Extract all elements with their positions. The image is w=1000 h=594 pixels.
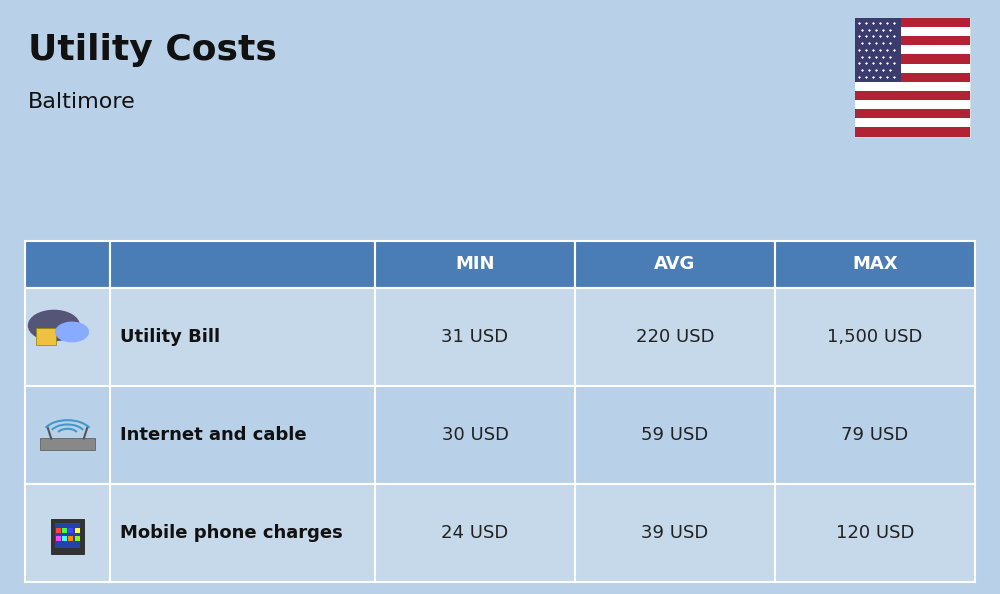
Bar [855, 128, 970, 137]
Bar [855, 45, 970, 55]
Bar [25, 289, 110, 386]
Bar [110, 241, 375, 289]
Text: Utility Costs: Utility Costs [28, 33, 277, 67]
Bar [375, 484, 575, 582]
Bar [855, 100, 970, 109]
Bar [855, 55, 970, 64]
Bar [775, 386, 975, 484]
Bar [375, 289, 575, 386]
Bar [25, 241, 110, 289]
Bar [68, 536, 73, 541]
Bar [110, 386, 375, 484]
Bar [775, 241, 975, 289]
Text: Utility Bill: Utility Bill [120, 328, 220, 346]
Bar [110, 484, 375, 582]
Text: 39 USD: 39 USD [641, 524, 709, 542]
Bar [36, 328, 56, 346]
Bar [375, 241, 575, 289]
Text: Baltimore: Baltimore [28, 92, 136, 112]
Bar [68, 528, 73, 533]
Bar [855, 18, 970, 27]
Bar [62, 536, 67, 541]
Bar [62, 528, 67, 533]
Circle shape [29, 311, 79, 340]
Text: 79 USD: 79 USD [841, 426, 909, 444]
Bar [51, 519, 84, 554]
Bar [775, 484, 975, 582]
Text: MAX: MAX [852, 255, 898, 273]
Text: Mobile phone charges: Mobile phone charges [120, 524, 343, 542]
Bar [855, 91, 970, 100]
Circle shape [56, 323, 88, 342]
Bar [56, 536, 61, 541]
Bar [855, 64, 970, 72]
Bar [855, 18, 901, 82]
Text: 30 USD: 30 USD [442, 426, 509, 444]
Text: 1,500 USD: 1,500 USD [827, 328, 923, 346]
Bar [575, 289, 775, 386]
Bar [855, 27, 970, 36]
Bar [575, 484, 775, 582]
Bar [855, 72, 970, 82]
Text: 24 USD: 24 USD [441, 524, 509, 542]
Bar [75, 528, 80, 533]
Bar [40, 438, 95, 450]
Text: 59 USD: 59 USD [641, 426, 709, 444]
Text: AVG: AVG [654, 255, 696, 273]
Bar [25, 484, 110, 582]
Bar [55, 523, 80, 548]
Text: 31 USD: 31 USD [441, 328, 509, 346]
Text: MIN: MIN [455, 255, 495, 273]
Bar [855, 82, 970, 91]
Text: 220 USD: 220 USD [636, 328, 714, 346]
Bar [575, 386, 775, 484]
Bar [75, 536, 80, 541]
Text: Internet and cable: Internet and cable [120, 426, 307, 444]
Bar [56, 528, 61, 533]
Bar [25, 386, 110, 484]
Bar [855, 36, 970, 45]
Text: 120 USD: 120 USD [836, 524, 914, 542]
Bar [575, 241, 775, 289]
Bar [855, 118, 970, 128]
Bar [110, 289, 375, 386]
Bar [375, 386, 575, 484]
Bar [855, 18, 970, 137]
Bar [775, 289, 975, 386]
Bar [855, 109, 970, 118]
